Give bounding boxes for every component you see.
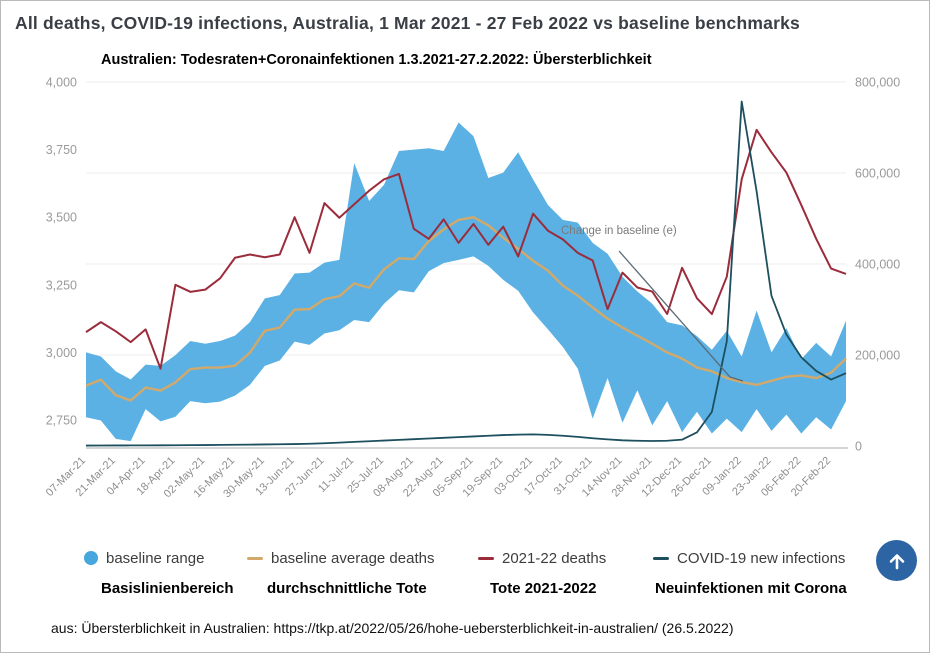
german-label-baseline-range: Basislinienbereich	[101, 580, 234, 597]
annotation-change-in-baseline: Change in baseline (e)	[561, 225, 677, 237]
baseline-range-marker-icon	[84, 551, 98, 565]
left-axis-tick-label: 2,750	[46, 414, 77, 428]
left-axis-tick-label: 3,000	[46, 346, 77, 360]
german-label-infections: Neuinfektionen mit Corona	[655, 580, 847, 597]
legend-label: baseline average deaths	[271, 549, 435, 567]
german-label-baseline-average: durchschnittliche Tote	[267, 580, 427, 597]
left-axis-tick-label: 3,750	[46, 143, 77, 157]
chart-canvas: 4,000 3,750 3,500 3,250 3,000 2,750 800,000 600…	[44, 76, 900, 501]
annotation-leader-line	[618, 250, 744, 382]
legend-label: baseline range	[106, 549, 205, 567]
right-axis-tick-label: 800,000	[855, 76, 900, 90]
german-legend-row: Basislinienbereich durchschnittliche Tot…	[1, 580, 929, 602]
right-axis-tick-label: 0	[855, 440, 862, 454]
right-axis-tick-label: 200,000	[855, 349, 900, 363]
legend-item-covid-infections: COVID-19 new infections	[653, 547, 845, 569]
source-citation: aus: Übersterblichkeit in Australien: ht…	[51, 620, 734, 636]
legend-item-2021-22-deaths: 2021-22 deaths	[478, 547, 606, 569]
legend-item-baseline-average: baseline average deaths	[247, 547, 434, 569]
right-axis-tick-label: 600,000	[855, 167, 900, 181]
arrow-up-icon	[889, 553, 904, 569]
infections-marker-icon	[653, 556, 669, 560]
chart-subtitle: Australien: Todesraten+Coronainfektionen…	[101, 52, 652, 68]
baseline-range-band	[86, 122, 846, 442]
right-axis-tick-label: 400,000	[855, 258, 900, 272]
chart-title: All deaths, COVID-19 infections, Austral…	[15, 13, 800, 33]
legend-item-baseline-range: baseline range	[84, 547, 204, 569]
legend-label: COVID-19 new infections	[677, 549, 846, 567]
chart-legend: baseline range baseline average deaths 2…	[1, 547, 929, 571]
scroll-to-top-button[interactable]	[876, 540, 917, 581]
baseline-average-marker-icon	[247, 556, 263, 560]
covid-19-new-infections-line	[85, 100, 847, 447]
legend-label: 2021-22 deaths	[502, 549, 607, 567]
left-axis-tick-label: 3,250	[46, 278, 77, 292]
deaths-marker-icon	[478, 556, 494, 560]
german-label-deaths: Tote 2021-2022	[490, 580, 597, 597]
left-axis-tick-label: 3,500	[46, 211, 77, 225]
2021-22-deaths-line	[85, 128, 847, 370]
left-axis-tick-label: 4,000	[46, 76, 77, 90]
